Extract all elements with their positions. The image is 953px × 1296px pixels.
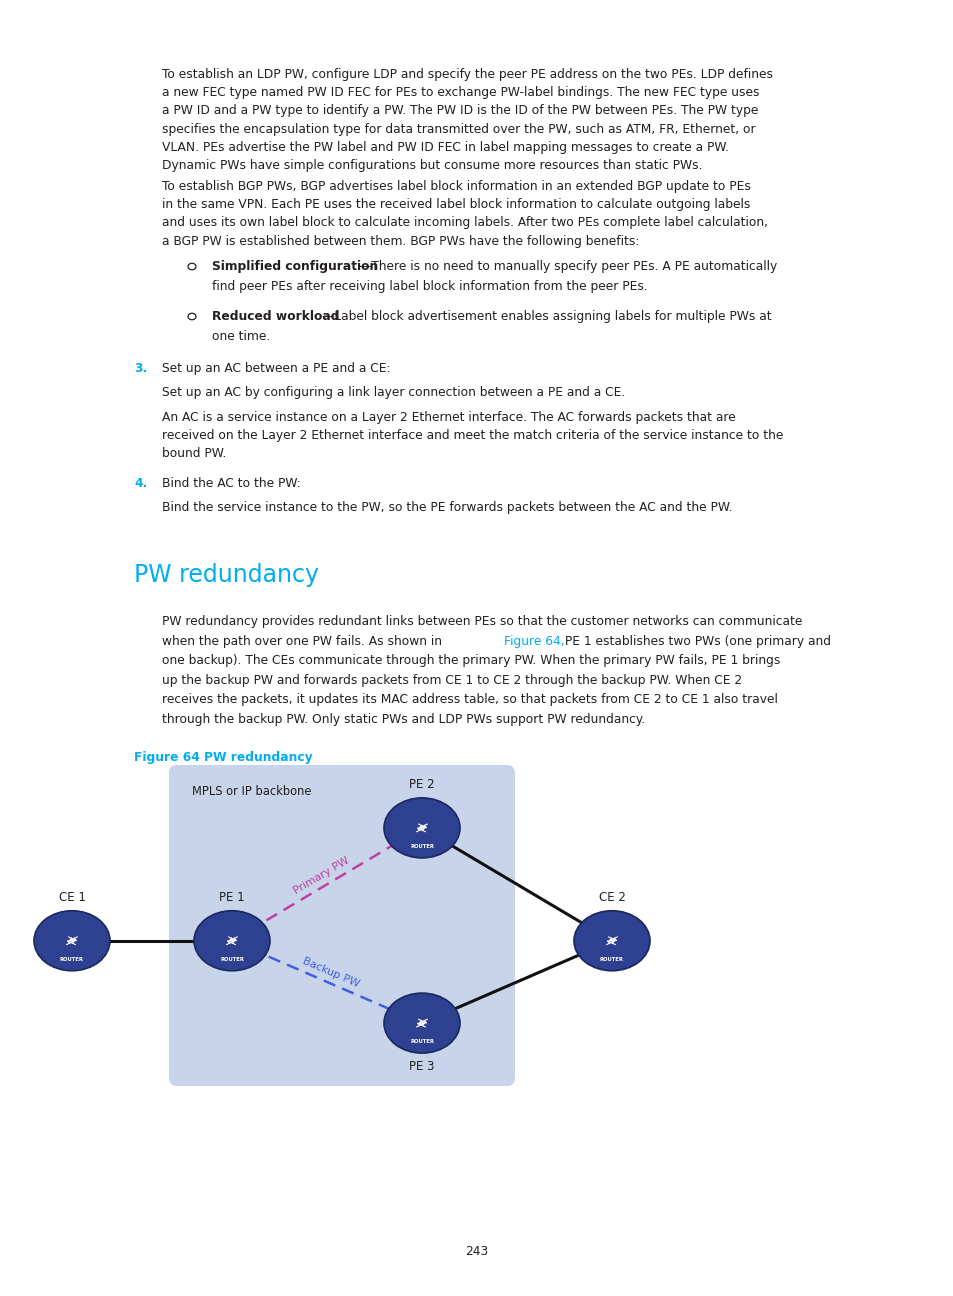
Text: Simplified configuration: Simplified configuration (212, 260, 377, 273)
Text: MPLS or IP backbone: MPLS or IP backbone (192, 785, 312, 798)
Ellipse shape (574, 911, 649, 971)
Text: PE 2: PE 2 (409, 778, 435, 791)
Text: Figure 64,: Figure 64, (503, 635, 563, 648)
Text: CE 2: CE 2 (598, 890, 625, 903)
Text: ROUTER: ROUTER (220, 956, 244, 962)
Text: find peer PEs after receiving label block information from the peer PEs.: find peer PEs after receiving label bloc… (212, 280, 647, 293)
Text: Set up an AC by configuring a link layer connection between a PE and a CE.: Set up an AC by configuring a link layer… (162, 386, 624, 399)
Text: PE 1: PE 1 (219, 890, 245, 903)
Text: Backup PW: Backup PW (301, 956, 360, 989)
Text: PW redundancy provides redundant links between PEs so that the customer networks: PW redundancy provides redundant links b… (162, 616, 801, 629)
Text: Figure 64 PW redundancy: Figure 64 PW redundancy (133, 750, 313, 765)
FancyBboxPatch shape (169, 765, 515, 1086)
Text: CE 1: CE 1 (58, 890, 86, 903)
Text: up the backup PW and forwards packets from CE 1 to CE 2 through the backup PW. W: up the backup PW and forwards packets fr… (162, 674, 741, 687)
Ellipse shape (384, 798, 459, 858)
Text: 243: 243 (465, 1245, 488, 1258)
Ellipse shape (34, 911, 110, 971)
Text: Reduced workload: Reduced workload (212, 310, 339, 323)
Ellipse shape (193, 911, 270, 971)
Text: To establish BGP PWs, BGP advertises label block information in an extended BGP : To establish BGP PWs, BGP advertises lab… (162, 180, 767, 248)
Text: 3.: 3. (133, 362, 147, 375)
Text: Bind the AC to the PW:: Bind the AC to the PW: (162, 477, 300, 490)
Text: receives the packets, it updates its MAC address table, so that packets from CE : receives the packets, it updates its MAC… (162, 693, 777, 706)
Text: Bind the service instance to the PW, so the PE forwards packets between the AC a: Bind the service instance to the PW, so … (162, 502, 732, 515)
Text: An AC is a service instance on a Layer 2 Ethernet interface. The AC forwards pac: An AC is a service instance on a Layer 2… (162, 411, 782, 460)
Text: 4.: 4. (133, 477, 147, 490)
Text: Primary PW: Primary PW (292, 855, 351, 896)
Text: Set up an AC between a PE and a CE:: Set up an AC between a PE and a CE: (162, 362, 390, 375)
Text: PW redundancy: PW redundancy (133, 564, 318, 587)
Text: PE 1 establishes two PWs (one primary and: PE 1 establishes two PWs (one primary an… (560, 635, 830, 648)
Text: —Label block advertisement enables assigning labels for multiple PWs at: —Label block advertisement enables assig… (322, 310, 771, 323)
Text: ROUTER: ROUTER (410, 844, 434, 849)
Text: when the path over one PW fails. As shown in: when the path over one PW fails. As show… (162, 635, 445, 648)
Text: ROUTER: ROUTER (60, 956, 84, 962)
Ellipse shape (384, 993, 459, 1054)
Text: through the backup PW. Only static PWs and LDP PWs support PW redundancy.: through the backup PW. Only static PWs a… (162, 713, 644, 726)
Text: ROUTER: ROUTER (410, 1039, 434, 1045)
Text: —There is no need to manually specify peer PEs. A PE automatically: —There is no need to manually specify pe… (358, 260, 777, 273)
Text: ROUTER: ROUTER (599, 956, 623, 962)
Text: one time.: one time. (212, 329, 270, 342)
Text: To establish an LDP PW, configure LDP and specify the peer PE address on the two: To establish an LDP PW, configure LDP an… (162, 67, 772, 172)
Text: one backup). The CEs communicate through the primary PW. When the primary PW fai: one backup). The CEs communicate through… (162, 654, 780, 667)
Text: PE 3: PE 3 (409, 1060, 435, 1073)
